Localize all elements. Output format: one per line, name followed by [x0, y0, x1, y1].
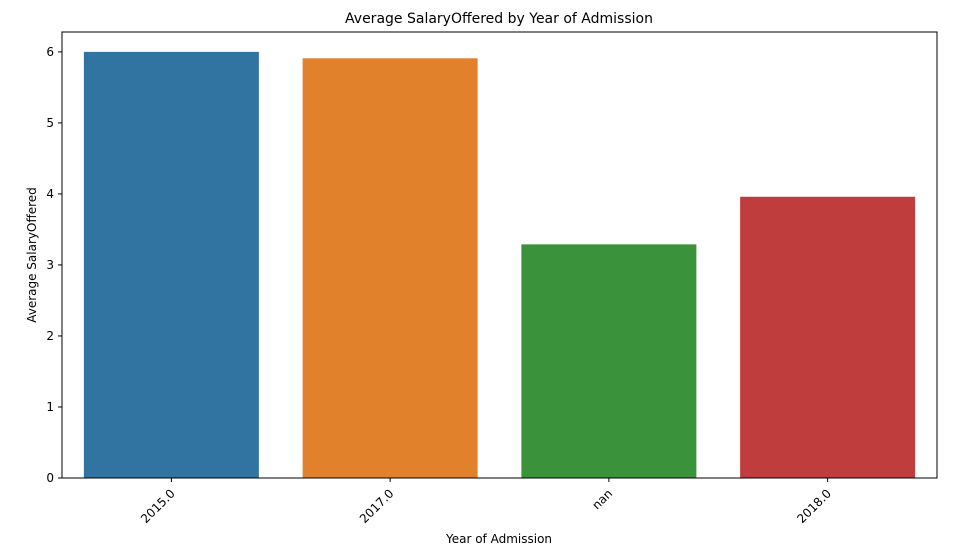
- bar-1: [302, 58, 478, 478]
- y-tick-label-4: 4: [46, 187, 54, 201]
- bar-2: [521, 244, 697, 478]
- x-tick-label-1: 2017.0: [357, 486, 397, 526]
- y-tick-label-2: 2: [46, 329, 54, 343]
- bar-3: [740, 196, 916, 478]
- bar-0: [83, 51, 259, 479]
- x-tick-label-3: 2018.0: [794, 486, 834, 526]
- x-axis-label: Year of Admission: [445, 532, 552, 546]
- y-axis-label: Average SalaryOffered: [25, 187, 39, 323]
- x-tick-label-0: 2015.0: [138, 486, 178, 526]
- bars-group: [83, 51, 916, 479]
- y-tick-label-6: 6: [46, 45, 54, 59]
- y-tick-label-5: 5: [46, 116, 54, 130]
- x-axis: 2015.0 2017.0 nan 2018.0: [138, 478, 834, 526]
- plot-frame: [61, 31, 938, 479]
- y-tick-label-0: 0: [46, 471, 54, 485]
- chart-title: Average SalaryOffered by Year of Admissi…: [345, 11, 653, 27]
- y-tick-label-3: 3: [46, 258, 54, 272]
- y-tick-label-1: 1: [46, 400, 54, 414]
- y-axis: 0 1 2 3 4 5 6: [46, 45, 62, 485]
- x-tick-label-2: nan: [589, 486, 615, 512]
